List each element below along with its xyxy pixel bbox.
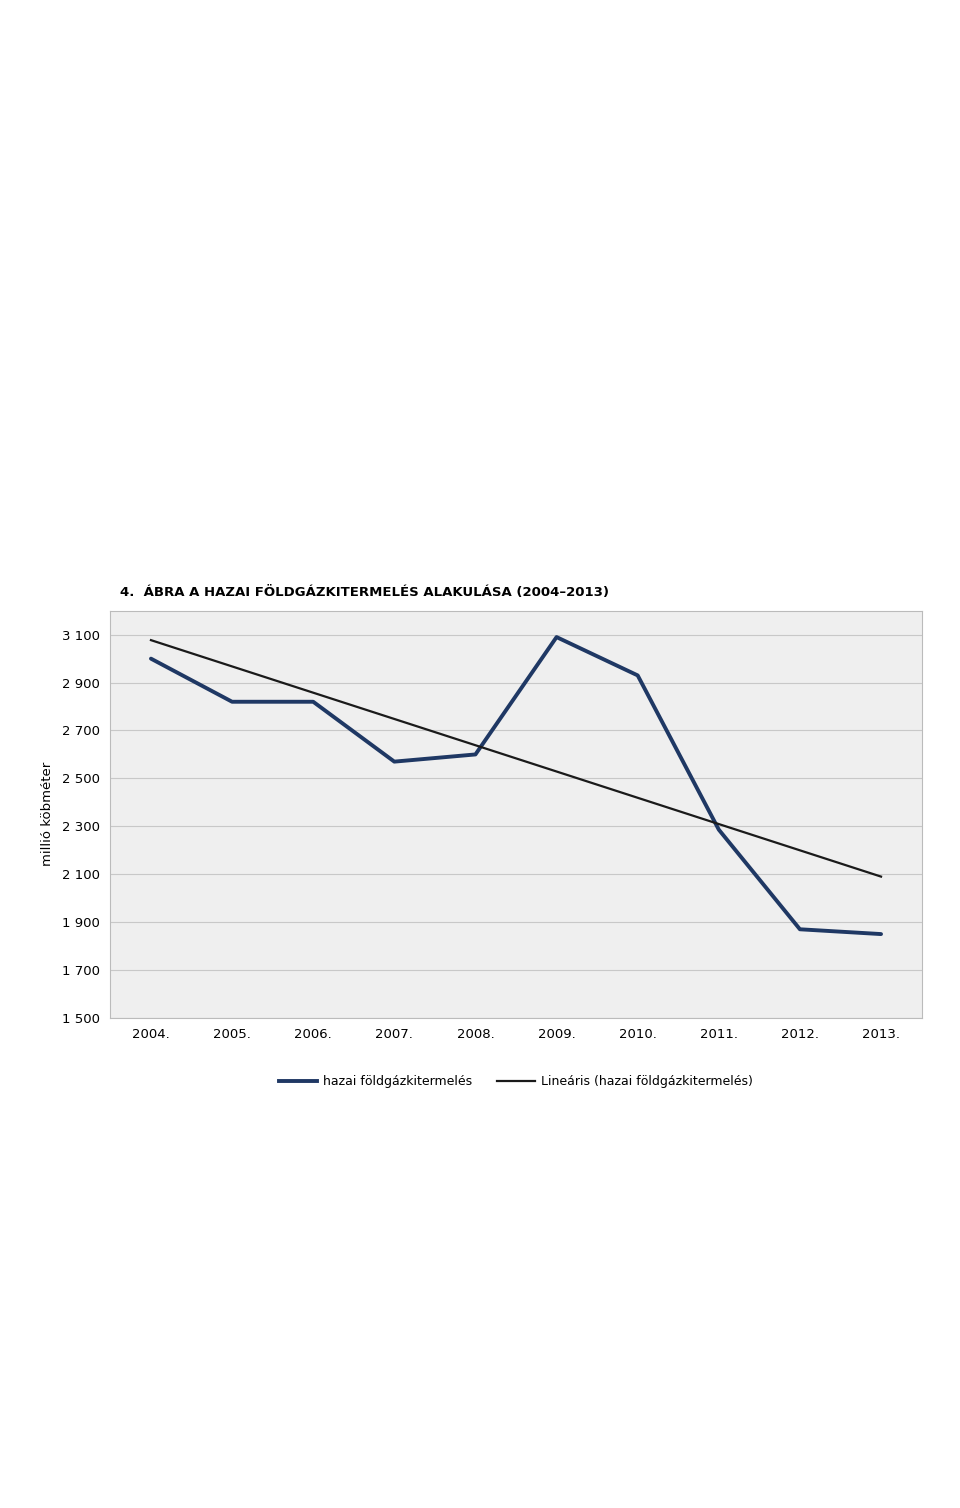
Text: 4.  ÁBRA A HAZAI FÖLDGÁZKITERMELÉS ALAKULÁSA (2004–2013): 4. ÁBRA A HAZAI FÖLDGÁZKITERMELÉS ALAKUL… <box>120 585 609 599</box>
Y-axis label: millió köbméter: millió köbméter <box>40 762 54 867</box>
Legend: hazai földgázkitermelés, Lineáris (hazai földgázkitermelés): hazai földgázkitermelés, Lineáris (hazai… <box>275 1071 757 1093</box>
